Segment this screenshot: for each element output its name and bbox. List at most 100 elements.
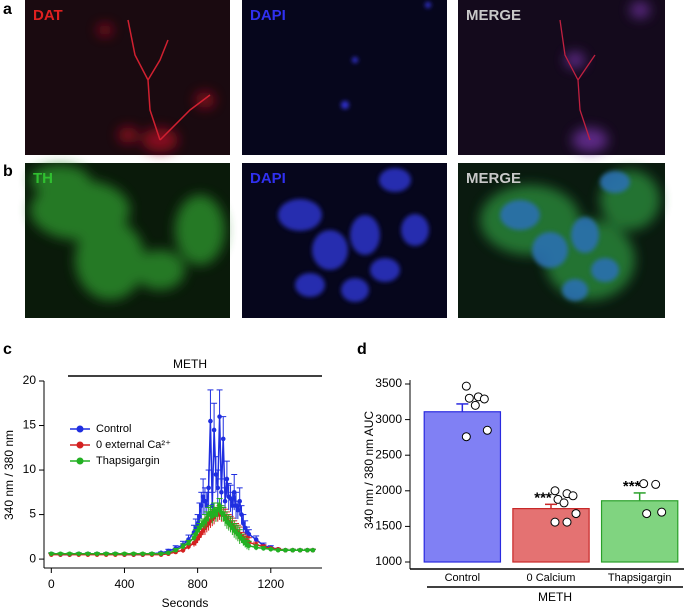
data-point [211, 427, 217, 433]
data-point [67, 551, 72, 557]
data-point [219, 490, 224, 495]
image-dapi-b [242, 163, 447, 318]
data-point [204, 503, 210, 508]
data-point [58, 551, 63, 557]
data-point [639, 479, 649, 489]
panel-label: c [3, 341, 12, 358]
image-merge-a [458, 0, 665, 155]
data-point [180, 547, 186, 553]
image-merge-b [458, 163, 665, 318]
x-tick-label: 0 Calcium [527, 572, 576, 584]
data-point [186, 540, 191, 546]
data-point [215, 507, 221, 513]
y-tick-label: 10 [23, 462, 37, 476]
data-point [200, 494, 206, 500]
data-point [568, 491, 578, 501]
data-point [461, 381, 471, 391]
data-point [651, 479, 661, 489]
x-tick-label: 400 [114, 577, 134, 591]
panel-label: a [3, 1, 12, 18]
data-point [224, 476, 230, 482]
data-point [113, 551, 118, 557]
group-label: METH [538, 590, 572, 604]
image-label: DAPI [250, 170, 286, 187]
data-point [217, 503, 222, 508]
data-point [230, 503, 235, 508]
legend-marker [76, 441, 84, 449]
data-point [198, 503, 204, 508]
data-point [233, 503, 239, 508]
image-dapi-a [242, 0, 447, 155]
data-point [275, 547, 281, 553]
data-point [253, 537, 259, 542]
data-point [246, 531, 252, 537]
data-point [208, 418, 213, 424]
data-point [208, 510, 213, 516]
data-point [657, 507, 667, 517]
data-point [140, 551, 146, 557]
data-point [290, 547, 296, 553]
annotation: METH [173, 357, 207, 371]
legend-label: Control [96, 423, 131, 435]
y-axis-label: 340 nm / 380 nm AUC [362, 411, 376, 529]
data-point [559, 498, 569, 508]
data-point [131, 551, 136, 557]
data-point [246, 543, 252, 549]
data-point [215, 485, 221, 491]
data-point [562, 517, 572, 527]
legend-label: Thapsigargin [96, 455, 160, 467]
data-point [94, 551, 100, 557]
data-point [186, 544, 191, 549]
y-tick-label: 3000 [375, 412, 402, 426]
data-point [237, 498, 242, 504]
data-point [158, 551, 164, 557]
legend-marker [76, 425, 84, 433]
y-tick-label: 2500 [375, 447, 402, 461]
x-tick-label: 0 [48, 577, 55, 591]
data-point [206, 485, 211, 491]
data-point [211, 507, 217, 513]
data-point [209, 514, 215, 519]
data-point [197, 514, 202, 519]
panel-label: b [3, 163, 13, 180]
bar [600, 500, 679, 563]
data-point [222, 498, 228, 504]
data-point [231, 490, 237, 495]
x-tick-label: 1200 [257, 577, 284, 591]
data-point [191, 535, 197, 541]
series-line [51, 416, 313, 556]
significance-label: *** [534, 489, 552, 506]
x-tick-label: Control [445, 572, 480, 584]
data-point [482, 425, 492, 435]
data-point [76, 551, 82, 557]
data-point [642, 509, 652, 519]
data-point [253, 545, 259, 550]
data-point [85, 551, 91, 557]
image-label: MERGE [466, 170, 521, 187]
panel-label: d [357, 341, 367, 358]
image-dat [25, 0, 230, 155]
image-label: DAT [33, 7, 63, 24]
data-point [550, 486, 560, 496]
data-point [228, 496, 233, 501]
data-point [470, 400, 480, 410]
image-label: DAPI [250, 7, 286, 24]
data-point [268, 547, 274, 552]
data-point [310, 547, 316, 553]
image-th [25, 163, 230, 318]
y-tick-label: 3500 [375, 376, 402, 390]
data-point [166, 550, 171, 556]
data-point [239, 512, 244, 517]
legend-marker [76, 457, 84, 465]
y-tick-label: 0 [29, 551, 36, 565]
y-tick-label: 15 [23, 418, 37, 432]
data-point [220, 436, 226, 442]
data-point [202, 498, 208, 504]
data-point [571, 509, 581, 519]
data-point [461, 432, 471, 442]
data-point [193, 531, 199, 537]
data-point [213, 512, 219, 517]
data-point [122, 551, 127, 557]
